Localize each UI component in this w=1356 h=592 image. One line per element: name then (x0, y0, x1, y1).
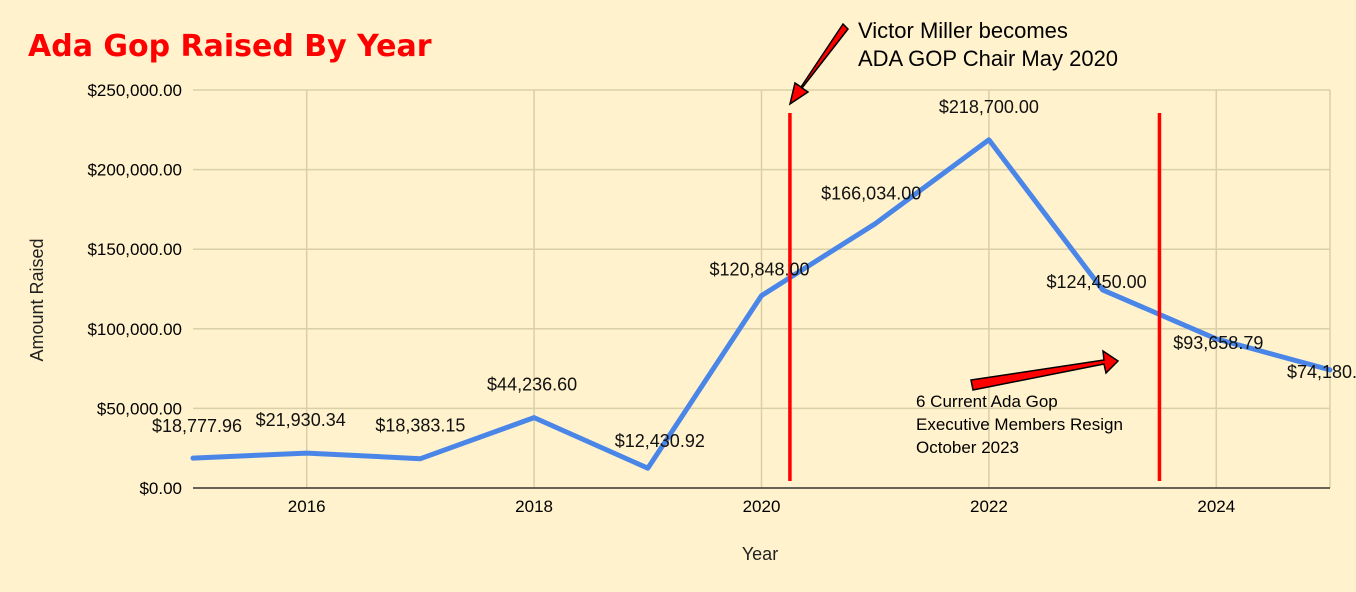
data-label: $74,180.00 (1287, 362, 1356, 382)
x-tick-label: 2020 (743, 497, 781, 516)
annotation-text: ADA GOP Chair May 2020 (858, 46, 1118, 71)
data-label: $120,848.00 (709, 260, 809, 280)
chart-title: Ada Gop Raised By Year (28, 29, 432, 64)
x-tick-label: 2022 (970, 497, 1008, 516)
x-axis-title: Year (742, 544, 778, 564)
x-tick-label: 2024 (1197, 497, 1235, 516)
annotation-arrow (788, 22, 849, 106)
y-tick-label: $50,000.00 (97, 399, 182, 418)
y-tick-label: $150,000.00 (87, 240, 182, 259)
annotation-text: October 2023 (916, 438, 1019, 457)
y-tick-label: $200,000.00 (87, 161, 182, 180)
annotation-text: 6 Current Ada Gop (916, 392, 1058, 411)
x-tick-label: 2018 (515, 497, 553, 516)
y-tick-label: $250,000.00 (87, 81, 182, 100)
x-tick-label: 2016 (288, 497, 326, 516)
data-label: $124,450.00 (1047, 272, 1147, 292)
y-axis-title: Amount Raised (27, 238, 47, 361)
y-tick-label: $100,000.00 (87, 320, 182, 339)
y-tick-label: $0.00 (139, 479, 182, 498)
data-label: $44,236.60 (487, 375, 577, 395)
series-polyline (190, 137, 1333, 471)
annotations: Victor Miller becomes ADA GOP Chair May 2… (788, 18, 1123, 457)
data-label: $93,658.79 (1173, 333, 1263, 353)
data-label: $12,430.92 (615, 431, 705, 451)
data-label: $218,700.00 (939, 97, 1039, 117)
grid (193, 89, 1331, 489)
annotation-arrow (970, 349, 1120, 391)
event-markers (788, 113, 1162, 481)
data-label: $18,777.96 (152, 416, 242, 436)
data-labels: $18,777.96 $21,930.34 $18,383.15 $44,236.60… (152, 97, 1356, 451)
annotation-text: Executive Members Resign (916, 415, 1123, 434)
y-axis: $0.00 $50,000.00 $100,000.00 $150,000.00 $20… (87, 81, 182, 498)
data-label: $18,383.15 (375, 416, 465, 436)
annotation-text: Victor Miller becomes (858, 18, 1068, 43)
data-label: $21,930.34 (256, 410, 346, 430)
x-axis: 2016 2018 2020 2022 2024 (288, 497, 1235, 516)
data-label: $166,034.00 (821, 184, 921, 204)
series-line (190, 137, 1333, 471)
